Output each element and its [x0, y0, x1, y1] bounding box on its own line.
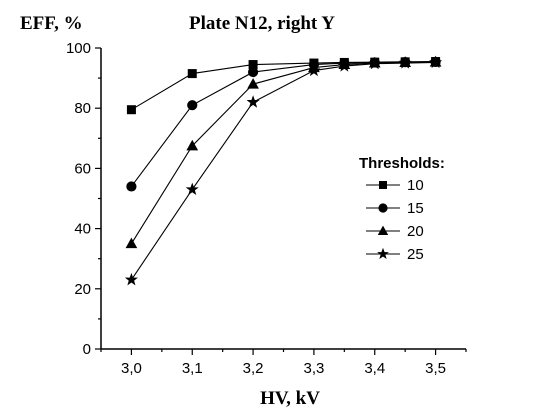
marker-star: [377, 247, 389, 260]
y-tick-label: 0: [83, 341, 91, 358]
y-tick-label: 40: [74, 221, 91, 238]
marker-triangle: [247, 78, 259, 89]
marker-star: [185, 182, 199, 196]
marker-triangle: [377, 225, 389, 235]
legend: 10 15 20 25: [366, 177, 424, 263]
marker-star: [337, 59, 351, 72]
marker-star: [429, 55, 443, 69]
chart-title: Plate N12, right Y: [189, 13, 335, 34]
x-tick-label: 3,4: [364, 360, 385, 377]
series-layer: [124, 55, 443, 286]
x-tick-label: 3,0: [121, 360, 142, 377]
x-tick-label: 3,2: [243, 360, 264, 377]
marker-circle: [247, 66, 259, 78]
marker-triangle: [186, 139, 199, 151]
series-line: [130, 61, 436, 244]
marker-star: [124, 272, 138, 286]
series-line: [130, 61, 436, 281]
marker-triangle: [125, 237, 138, 249]
marker-square: [126, 105, 136, 115]
marker-circle: [126, 181, 137, 192]
y-tick-label: 20: [74, 281, 91, 298]
legend-item-10: 10: [366, 177, 424, 194]
series-25: [124, 55, 443, 286]
marker-star: [246, 95, 260, 108]
legend-title: Thresholds:: [359, 155, 445, 172]
x-axis-label: HV, kV: [260, 388, 320, 409]
axes: 0 20 40 60 80 100 3,0 3,1 3,2 3,3 3,4 3,5: [66, 40, 467, 377]
marker-circle: [187, 100, 198, 111]
y-tick-label: 100: [66, 40, 91, 57]
legend-label: 10: [407, 177, 424, 194]
legend-label: 20: [407, 223, 424, 240]
series-10: [126, 57, 441, 115]
series-20: [125, 56, 442, 249]
marker-square: [187, 69, 197, 79]
marker-square: [379, 181, 387, 189]
legend-label: 15: [407, 200, 424, 217]
y-tick-label: 60: [74, 160, 91, 177]
marker-star: [398, 56, 412, 69]
legend-item-15: 15: [366, 200, 424, 217]
marker-circle: [378, 203, 388, 213]
y-axis-label: EFF, %: [20, 13, 83, 34]
legend-item-25: 25: [366, 246, 424, 263]
x-tick-label: 3,1: [182, 360, 203, 377]
x-tick-label: 3,3: [303, 360, 324, 377]
legend-item-20: 20: [366, 223, 424, 240]
legend-label: 25: [407, 246, 424, 263]
y-tick-label: 80: [74, 100, 91, 117]
marker-star: [368, 56, 382, 70]
marker-star: [307, 63, 321, 77]
x-tick-label: 3,5: [425, 360, 446, 377]
